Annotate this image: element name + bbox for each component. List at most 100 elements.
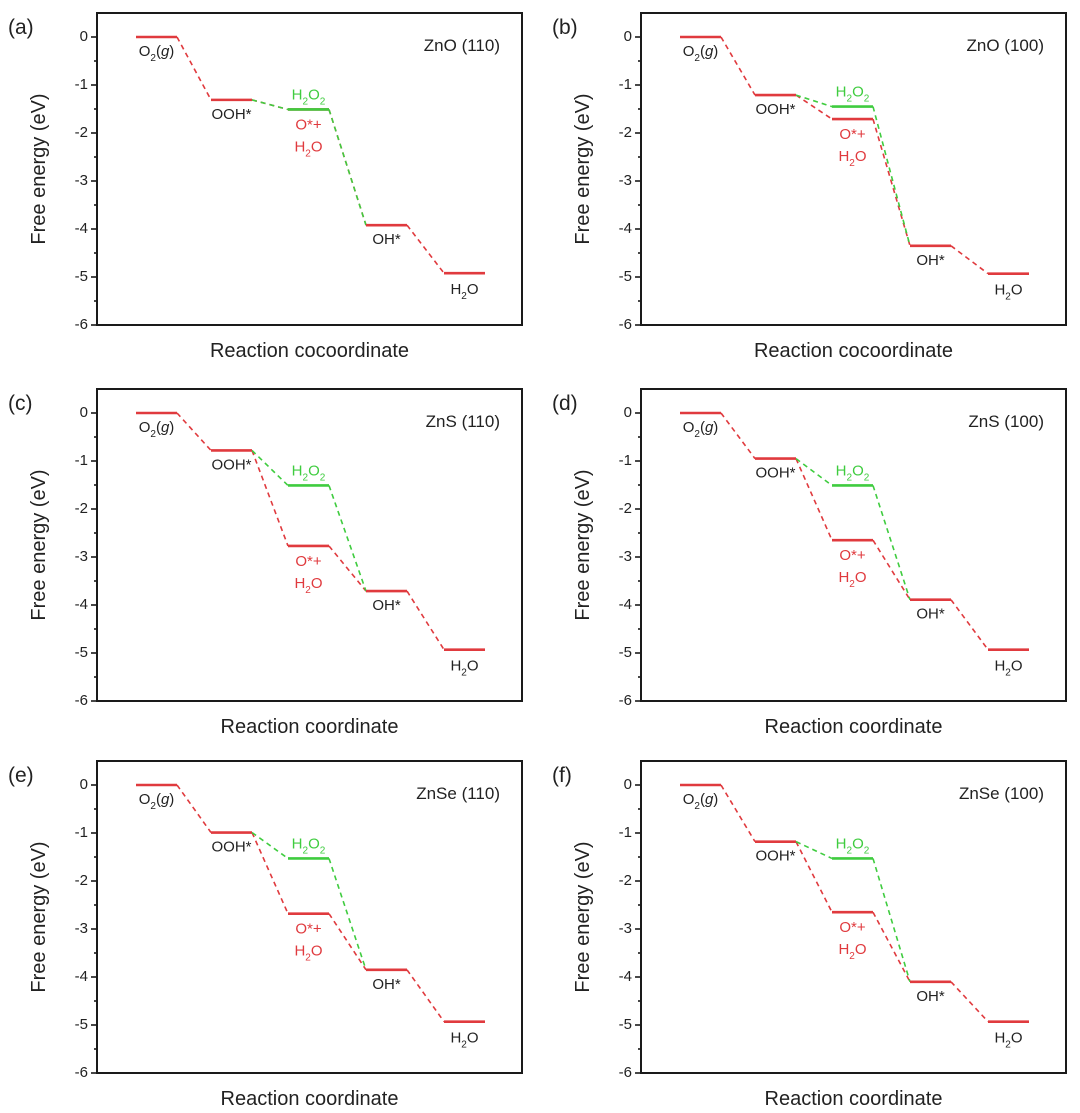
y-tick-label: -2 — [75, 872, 88, 889]
level-label-h2o2: H2O2 — [836, 462, 870, 483]
x-axis-label: Reaction cocoordinate — [210, 340, 409, 362]
level-label-o2: O2(g) — [683, 43, 719, 64]
connector-red — [872, 539, 911, 601]
y-tick-label: 0 — [624, 404, 632, 421]
connector-green — [872, 106, 911, 247]
panel-d: 0 -1 -2 -3 -4 -5 -6 Free energy (eV) Reaction co… — [552, 388, 1067, 738]
connector-red — [795, 94, 833, 120]
y-tick-label: -5 — [75, 1016, 88, 1033]
level-label-o2: O2(g) — [139, 791, 175, 812]
level-label-h2o2: H2O2 — [292, 462, 326, 483]
level-label-ooh: OOH* — [755, 101, 795, 118]
y-tick-label: -6 — [75, 1064, 88, 1081]
y-tick-label: -3 — [619, 920, 632, 937]
y-axis-label: Free energy (eV) — [28, 841, 50, 992]
plot-frame — [640, 760, 1067, 1074]
connector-green — [328, 858, 367, 971]
level-label-h2o: H2O — [450, 281, 478, 302]
y-tick-label: -4 — [619, 596, 632, 613]
level-label-o2: O2(g) — [683, 419, 719, 440]
y-tick-label: -5 — [75, 644, 88, 661]
y-tick-label: -1 — [619, 824, 632, 841]
y-tick-label: -3 — [75, 548, 88, 565]
y-tick-label: -3 — [619, 172, 632, 189]
y-axis-label: Free energy (eV) — [572, 469, 594, 620]
y-tick-label: -4 — [619, 968, 632, 985]
connector-red — [328, 545, 367, 592]
connector-red — [950, 599, 989, 651]
level-label-h2o2: H2O2 — [292, 835, 326, 856]
plot-frame — [640, 12, 1067, 326]
connector-red — [176, 784, 212, 833]
x-axis-label: Reaction coordinate — [765, 1088, 943, 1110]
y-tick-label: -6 — [75, 316, 88, 333]
connector-green — [251, 831, 289, 860]
panel-title: ZnS (110) — [426, 412, 500, 431]
y-tick-label: -1 — [619, 76, 632, 93]
panel-e: 0 -1 -2 -3 -4 -5 -6 Free energy (eV) Reaction co… — [8, 760, 523, 1110]
y-tick-label: -2 — [619, 500, 632, 517]
y-tick-label: -5 — [619, 1016, 632, 1033]
level-label-oh: OH* — [372, 976, 401, 993]
level-label-o-plus: O*+ — [839, 919, 866, 936]
connector-green — [872, 485, 911, 600]
level-label-h2o2: H2O2 — [292, 86, 326, 107]
connector-green — [795, 94, 833, 108]
level-label-o-h2o: H2O — [838, 941, 866, 962]
connector-red — [406, 590, 445, 651]
connector-red — [795, 458, 833, 541]
level-label-o-plus: O*+ — [295, 116, 322, 133]
y-tick-label: 0 — [624, 776, 632, 793]
level-label-h2o: H2O — [994, 282, 1022, 303]
connector-red — [328, 913, 367, 971]
y-tick-label: 0 — [80, 28, 88, 45]
level-label-oh: OH* — [916, 252, 945, 269]
connector-green — [872, 858, 911, 983]
level-label-o-plus: O*+ — [839, 547, 866, 564]
y-tick-label: -4 — [75, 220, 88, 237]
connector-red — [950, 981, 989, 1023]
level-label-ooh: OOH* — [755, 465, 795, 482]
level-label-o2: O2(g) — [139, 419, 175, 440]
x-axis-label: Reaction coordinate — [221, 716, 399, 738]
y-tick-label: -3 — [75, 920, 88, 937]
y-tick-label: -3 — [75, 172, 88, 189]
level-label-o-plus: O*+ — [295, 553, 322, 570]
plot-frame — [96, 12, 523, 326]
level-label-o-plus: O*+ — [839, 126, 866, 143]
panel-a: 0 -1 -2 -3 -4 -5 -6 Free energy (eV) Reaction co… — [8, 12, 523, 362]
level-label-o-h2o: H2O — [838, 148, 866, 169]
connector-red — [406, 224, 445, 274]
y-tick-label: -1 — [75, 76, 88, 93]
x-axis-label: Reaction coordinate — [221, 1088, 399, 1110]
y-tick-label: 0 — [80, 404, 88, 421]
y-tick-label: -1 — [75, 824, 88, 841]
connector-red — [872, 118, 911, 247]
connector-red — [795, 841, 833, 913]
level-label-h2o2: H2O2 — [836, 835, 870, 856]
y-axis-label: Free energy (eV) — [572, 841, 594, 992]
y-tick-label: -5 — [75, 268, 88, 285]
panel-title: ZnO (100) — [967, 36, 1044, 55]
level-label-ooh: OOH* — [211, 106, 251, 123]
panel-title: ZnO (110) — [424, 36, 500, 55]
level-label-h2o: H2O — [450, 1030, 478, 1051]
panel-letter: (e) — [8, 764, 34, 787]
connector-red — [251, 450, 289, 547]
level-label-oh: OH* — [372, 597, 401, 614]
level-label-oh: OH* — [372, 231, 401, 248]
level-label-ooh: OOH* — [755, 848, 795, 865]
panel-letter: (c) — [8, 392, 33, 415]
y-axis-label: Free energy (eV) — [28, 93, 50, 244]
level-label-oh: OH* — [916, 606, 945, 623]
level-label-o2: O2(g) — [139, 43, 175, 64]
level-label-h2o: H2O — [994, 658, 1022, 679]
connector-green — [328, 109, 367, 226]
y-tick-label: -3 — [619, 548, 632, 565]
y-tick-label: -1 — [75, 452, 88, 469]
y-tick-label: -5 — [619, 268, 632, 285]
y-tick-label: -6 — [619, 316, 632, 333]
panel-letter: (a) — [8, 16, 34, 39]
connector-red — [251, 832, 289, 914]
